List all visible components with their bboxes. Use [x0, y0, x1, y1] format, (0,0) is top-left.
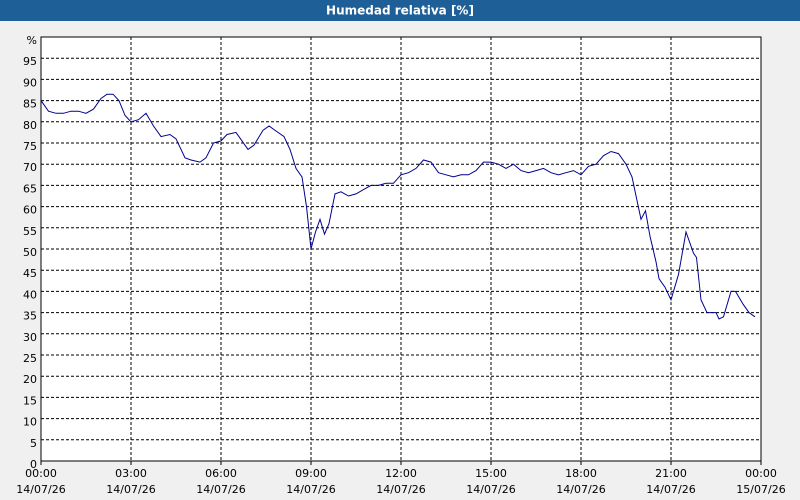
y-tick-label: 65 [23, 182, 37, 195]
y-tick-label: 25 [23, 352, 37, 365]
x-tick-date: 15/07/26 [736, 483, 785, 496]
title-bar [0, 0, 800, 21]
y-tick-label: 55 [23, 225, 37, 238]
x-tick-label: 00:00 [25, 467, 57, 480]
x-tick-date: 14/07/26 [196, 483, 245, 496]
y-tick-label: 85 [23, 98, 37, 111]
y-tick-label: 90 [23, 76, 37, 89]
x-tick-label: 06:00 [205, 467, 237, 480]
x-tick-date: 14/07/26 [646, 483, 695, 496]
y-tick-label: 45 [23, 267, 37, 280]
x-tick-date: 14/07/26 [106, 483, 155, 496]
y-tick-label: 10 [23, 416, 37, 429]
y-tick-label: 30 [23, 331, 37, 344]
plot-border [40, 36, 762, 462]
x-tick-label: 18:00 [565, 467, 597, 480]
x-tick-date: 14/07/26 [556, 483, 605, 496]
x-tick-label: 15:00 [475, 467, 507, 480]
x-tick-label: 12:00 [385, 467, 417, 480]
data-line [40, 93, 756, 320]
x-tick-label: 09:00 [295, 467, 327, 480]
y-tick-label: 50 [23, 246, 37, 259]
x-tick-date: 14/07/26 [16, 483, 65, 496]
x-tick-label: 03:00 [115, 467, 147, 480]
x-tick-date: 14/07/26 [466, 483, 515, 496]
y-tick-label: 40 [23, 288, 37, 301]
y-tick-label: 0 [30, 458, 37, 471]
y-tick-label: 75 [23, 140, 37, 153]
y-tick-label: 35 [23, 310, 37, 323]
y-tick-label: 20 [23, 373, 37, 386]
y-tick-label: % [27, 34, 37, 47]
y-tick-label: 95 [23, 55, 37, 68]
x-tick-label: 21:00 [655, 467, 687, 480]
y-tick-label: 5 [30, 437, 37, 450]
x-tick-date: 14/07/26 [286, 483, 335, 496]
y-tick-label: 15 [23, 394, 37, 407]
x-tick-label: 00:00 [745, 467, 777, 480]
x-tick-date: 14/07/26 [376, 483, 425, 496]
y-tick-label: 70 [23, 161, 37, 174]
y-tick-label: 80 [23, 119, 37, 132]
chart-title: Humedad relativa [%] [326, 4, 474, 18]
y-tick-label: 60 [23, 204, 37, 217]
